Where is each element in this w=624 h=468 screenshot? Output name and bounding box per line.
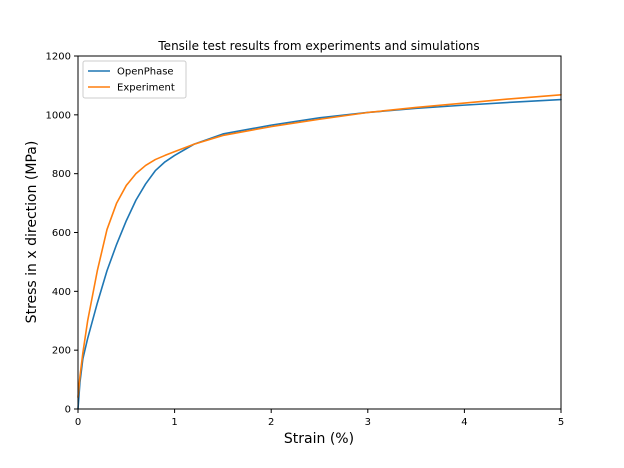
x-tick-label: 0 (75, 417, 81, 428)
y-tick-label: 1000 (46, 110, 71, 121)
x-tick-label: 5 (558, 417, 564, 428)
x-tick-label: 2 (268, 417, 274, 428)
x-tick-label: 1 (171, 417, 177, 428)
legend-label-experiment: Experiment (117, 83, 175, 94)
legend: OpenPhase Experiment (82, 60, 187, 99)
series-line-experiment (77, 94, 562, 399)
y-tick-label: 200 (52, 346, 71, 357)
chart-title: Tensile test results from experiments an… (157, 39, 479, 53)
y-tick-label: 1200 (46, 52, 71, 63)
y-tick-label: 800 (52, 169, 71, 180)
x-tick-label: 4 (461, 417, 467, 428)
y-tick-label: 400 (52, 287, 71, 298)
x-ticks: 0 1 2 3 4 5 (75, 409, 564, 428)
y-tick-label: 600 (52, 228, 71, 239)
legend-label-openphase: OpenPhase (117, 67, 174, 78)
plot-frame (77, 55, 562, 410)
y-tick-label: 0 (65, 405, 71, 416)
x-axis-title: Strain (%) (284, 431, 354, 447)
series-layer (77, 94, 562, 410)
x-tick-label: 3 (365, 417, 371, 428)
series-line-openphase (77, 98, 562, 410)
y-ticks: 0 200 400 600 800 1000 1200 (46, 52, 78, 416)
y-axis-title: Stress in x direction (MPa) (24, 141, 40, 324)
